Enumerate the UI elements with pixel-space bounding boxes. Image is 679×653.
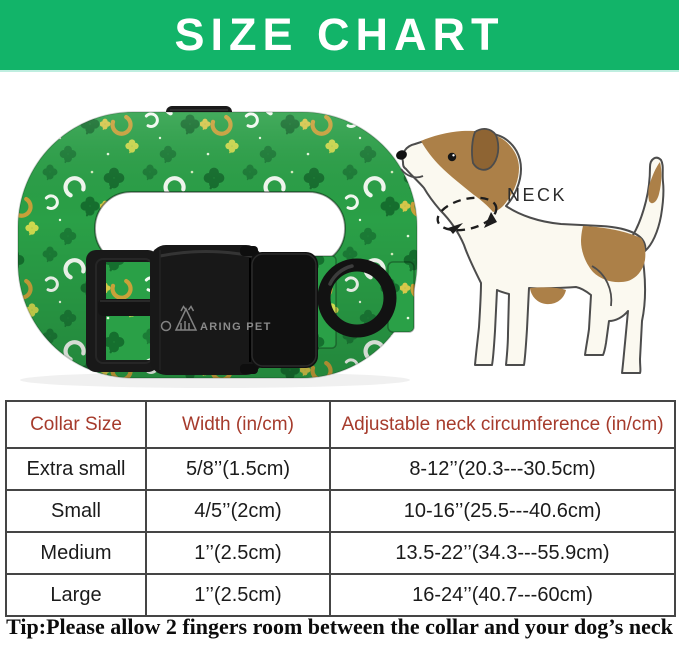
- table-row: Medium 1’’(2.5cm) 13.5-22’’(34.3---55.9c…: [5, 531, 676, 575]
- dog-eye-highlight: [452, 154, 455, 157]
- page-title: SIZE CHART: [174, 9, 505, 60]
- tip-text: Tip:Please allow 2 fingers room between …: [6, 614, 673, 639]
- col-header-width: Width (in/cm): [145, 400, 331, 449]
- cell-neck: 8-12’’(20.3---30.5cm): [329, 447, 676, 491]
- neck-circumference-marker: [436, 196, 498, 234]
- dog-tail-patch: [648, 162, 662, 204]
- cell-size: Medium: [5, 531, 147, 575]
- dog-saddle-patch: [581, 226, 646, 283]
- d-ring: [317, 258, 397, 338]
- brand-engraving: ARING PET: [200, 321, 272, 333]
- cell-width: 4/5’’(2cm): [145, 489, 331, 533]
- size-table: Collar Size Width (in/cm) Adjustable nec…: [5, 400, 676, 617]
- dog-body: [401, 131, 665, 374]
- table-row: Small 4/5’’(2cm) 10-16’’(25.5---40.6cm): [5, 489, 676, 533]
- dog-nose: [396, 150, 407, 160]
- neck-label: NECK: [507, 185, 567, 205]
- table-header-row: Collar Size Width (in/cm) Adjustable nec…: [5, 400, 676, 449]
- col-header-neck-circumference: Adjustable neck circumference (in/cm): [329, 400, 676, 449]
- cell-width: 1’’(2.5cm): [145, 573, 331, 617]
- table-row: Large 1’’(2.5cm) 16-24’’(40.7---60cm): [5, 573, 676, 617]
- buckle-clasp: ARING PET: [86, 245, 318, 375]
- neck-arrow: [484, 212, 497, 228]
- dog-haunch-line: [591, 265, 613, 307]
- brand-logo-cat-icon: [160, 305, 198, 332]
- dog-belly-patch: [530, 287, 566, 305]
- cell-neck: 13.5-22’’(34.3---55.9cm): [329, 531, 676, 575]
- cell-neck: 10-16’’(25.5---40.6cm): [329, 489, 676, 533]
- cell-size: Extra small: [5, 447, 147, 491]
- cell-width: 5/8’’(1.5cm): [145, 447, 331, 491]
- cell-size: Large: [5, 573, 147, 617]
- cell-width: 1’’(2.5cm): [145, 531, 331, 575]
- dog-eye: [447, 152, 457, 162]
- cell-neck: 16-24’’(40.7---60cm): [329, 573, 676, 617]
- col-header-collar-size: Collar Size: [5, 400, 147, 449]
- collar-photo: ARING PET: [17, 106, 418, 379]
- dog-figure: NECK: [396, 128, 665, 374]
- cell-size: Small: [5, 489, 147, 533]
- size-chart-banner: SIZE CHART: [0, 0, 679, 72]
- dog-ear: [471, 128, 500, 171]
- dog-mouth: [400, 168, 424, 179]
- table-row: Extra small 5/8’’(1.5cm) 8-12’’(20.3---3…: [5, 447, 676, 491]
- neck-arrow: [448, 223, 463, 234]
- product-illustration: ARING PET NECK: [17, 106, 665, 388]
